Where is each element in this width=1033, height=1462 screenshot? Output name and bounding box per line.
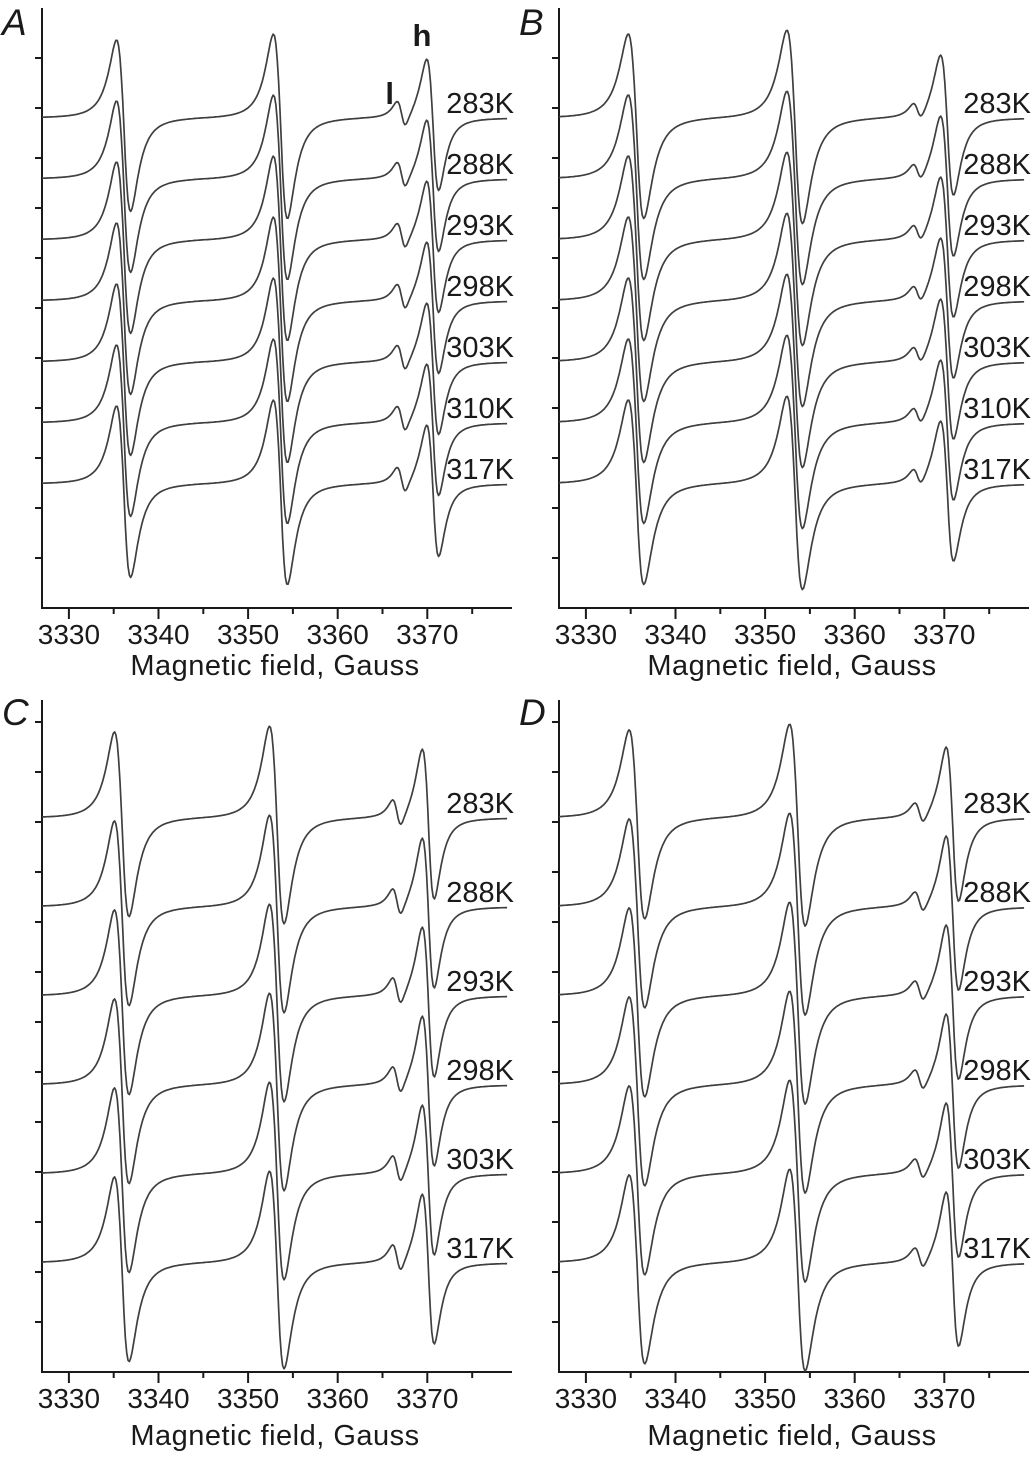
- temperature-label: 310K: [963, 393, 1031, 425]
- spectrum-317K: [42, 399, 508, 586]
- temperature-label: 288K: [446, 149, 514, 181]
- spectrum-298K: [558, 212, 1025, 408]
- axes: [552, 8, 1029, 619]
- temperature-label: 298K: [963, 271, 1031, 303]
- panel-label-D: D: [519, 692, 546, 733]
- spectrum-317K: [41, 1170, 508, 1370]
- x-tick-label: 3370: [396, 1383, 458, 1414]
- spectrum-288K: [41, 814, 508, 1014]
- spectrum-303K: [42, 277, 508, 464]
- spectrum-317K: [558, 395, 1025, 591]
- x-tick-label: 3370: [913, 619, 975, 650]
- temperature-label: 293K: [963, 966, 1031, 998]
- spectrum-288K: [559, 812, 1025, 1016]
- spectrum-303K: [41, 1081, 508, 1281]
- temperature-label: 288K: [446, 877, 514, 909]
- spectrum-298K: [42, 216, 508, 403]
- x-tick-label: 3350: [734, 619, 796, 650]
- spectrum-283K: [558, 29, 1025, 225]
- x-tick-label: 3370: [913, 1383, 975, 1414]
- x-tick-labels: 3330 3340 3350 3360 3370: [555, 619, 976, 650]
- spectrum-283K: [41, 725, 508, 925]
- spectrum-303K: [558, 273, 1025, 469]
- panel-B: B 3330 3340 3350 3360 3370 283K 288K 293K 298K 30…: [517, 0, 1033, 690]
- x-tick-label: 3360: [824, 1383, 886, 1414]
- panel-D: D 3330 3340 3350 3360 3370 283K 288K 293K 298K 30…: [517, 690, 1033, 1462]
- peak-annotation-h: h: [413, 18, 432, 53]
- temperature-label: 283K: [963, 88, 1031, 120]
- temperature-label: 293K: [446, 966, 514, 998]
- x-tick-label: 3340: [127, 1383, 189, 1414]
- x-axis-title: Magnetic field, Gauss: [130, 1420, 420, 1452]
- temperature-label: 293K: [963, 210, 1031, 242]
- x-tick-label: 3350: [734, 1383, 796, 1414]
- x-tick-label: 3330: [555, 1383, 617, 1414]
- temperature-label: 303K: [446, 332, 514, 364]
- x-tick-label: 3360: [307, 619, 369, 650]
- x-tick-labels: 3330 3340 3350 3360 3370: [38, 1383, 459, 1414]
- spectrum-303K: [559, 1079, 1025, 1283]
- temperature-label: 283K: [446, 788, 514, 820]
- spectrum-293K: [41, 903, 508, 1103]
- temperature-label: 303K: [446, 1144, 514, 1176]
- temperature-label: 317K: [446, 1233, 514, 1265]
- temperature-label: 298K: [446, 271, 514, 303]
- spectrum-310K: [558, 334, 1025, 530]
- x-tick-label: 3350: [217, 1383, 279, 1414]
- spectrum-310K: [42, 338, 508, 525]
- spectrum-283K: [42, 33, 508, 220]
- x-tick-labels: 3330 3340 3350 3360 3370: [38, 619, 459, 650]
- temperature-label: 310K: [446, 393, 514, 425]
- spectrum-298K: [41, 992, 508, 1192]
- x-tick-label: 3330: [555, 619, 617, 650]
- x-tick-label: 3350: [217, 619, 279, 650]
- panel-label-C: C: [2, 692, 29, 733]
- panel-C: C 3330 3340 3350 3360 3370 283K 288K 293K 298K 30…: [0, 690, 517, 1462]
- temperature-label: 298K: [963, 1055, 1031, 1087]
- x-tick-label: 3340: [644, 619, 706, 650]
- temperature-label: 283K: [963, 788, 1031, 820]
- epr-plot-C: 3330 3340 3350 3360 3370 283K 288K 293K 298K 303K…: [35, 700, 515, 1414]
- panel-A: A 3330 3340 3350 3360 3370 283K 288K 293K 298K 30…: [0, 0, 517, 690]
- spectrum-288K: [558, 90, 1025, 286]
- spectrum-317K: [559, 1168, 1025, 1372]
- temperature-label: 303K: [963, 1144, 1031, 1176]
- epr-plot-B: 3330 3340 3350 3360 3370 283K 288K 293K 298K 303K…: [552, 8, 1032, 650]
- x-tick-label: 3360: [307, 1383, 369, 1414]
- temperature-label: 317K: [963, 454, 1031, 486]
- temperature-label: 283K: [446, 88, 514, 120]
- spectrum-283K: [559, 723, 1025, 927]
- axes: [35, 8, 512, 619]
- spectrum-288K: [42, 94, 508, 281]
- axes: [35, 700, 512, 1383]
- x-tick-label: 3330: [38, 1383, 100, 1414]
- x-tick-labels: 3330 3340 3350 3360 3370: [555, 1383, 976, 1414]
- spectrum-293K: [558, 151, 1025, 347]
- temperature-label: 288K: [963, 149, 1031, 181]
- epr-plot-A: 3330 3340 3350 3360 3370 283K 288K 293K 298K 303K…: [35, 8, 515, 650]
- x-tick-label: 3370: [396, 619, 458, 650]
- x-axis-title: Magnetic field, Gauss: [130, 650, 420, 682]
- panel-label-A: A: [2, 2, 27, 43]
- x-tick-label: 3340: [644, 1383, 706, 1414]
- temperature-label: 293K: [446, 210, 514, 242]
- panel-label-B: B: [519, 2, 544, 43]
- x-tick-label: 3340: [127, 619, 189, 650]
- epr-plot-D: 3330 3340 3350 3360 3370 283K 288K 293K 298K 303K…: [552, 700, 1032, 1414]
- temperature-label: 303K: [963, 332, 1031, 364]
- x-tick-label: 3330: [38, 619, 100, 650]
- x-axis-title: Magnetic field, Gauss: [647, 1420, 937, 1452]
- temperature-label: 317K: [963, 1233, 1031, 1265]
- x-tick-label: 3360: [824, 619, 886, 650]
- temperature-label: 317K: [446, 454, 514, 486]
- spectrum-293K: [42, 155, 508, 342]
- x-axis-title: Magnetic field, Gauss: [647, 650, 937, 682]
- spectrum-293K: [559, 901, 1025, 1105]
- temperature-label: 298K: [446, 1055, 514, 1087]
- axes: [552, 700, 1029, 1383]
- peak-annotation-l: l: [385, 76, 394, 111]
- temperature-label: 288K: [963, 877, 1031, 909]
- spectrum-298K: [559, 990, 1025, 1194]
